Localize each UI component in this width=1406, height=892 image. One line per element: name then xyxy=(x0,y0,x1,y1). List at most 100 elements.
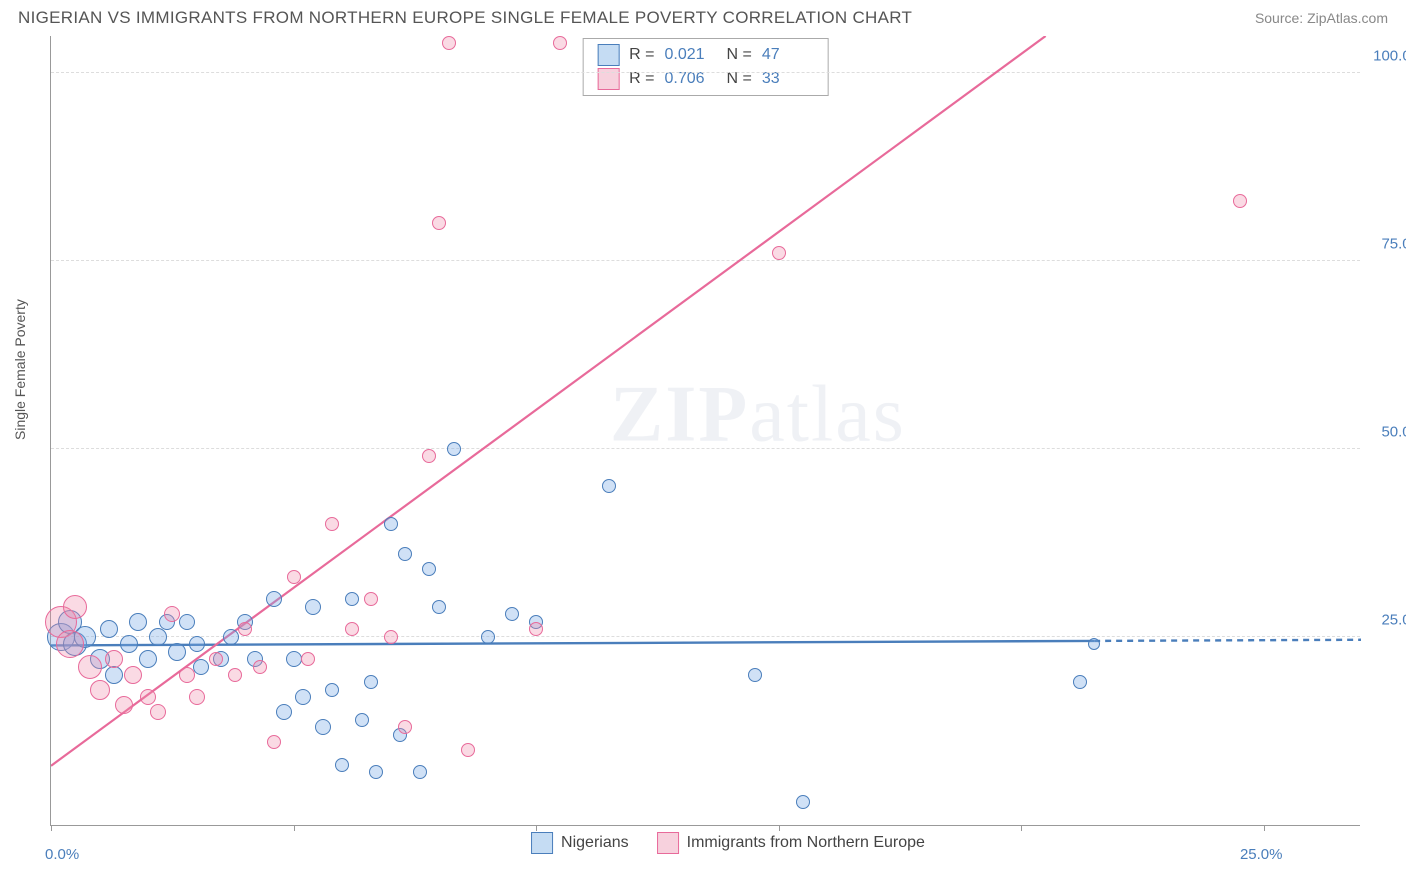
swatch-immigrants xyxy=(657,832,679,854)
data-point-immigrants xyxy=(140,689,156,705)
data-point-immigrants xyxy=(238,622,252,636)
data-point-immigrants xyxy=(432,216,446,230)
legend-label: Nigerians xyxy=(561,834,629,852)
legend-item-immigrants: Immigrants from Northern Europe xyxy=(657,832,925,854)
data-point-nigerians xyxy=(355,713,369,727)
data-point-nigerians xyxy=(384,517,398,531)
legend-stats-row: R = 0.706 N = 33 xyxy=(597,67,814,91)
data-point-nigerians xyxy=(413,765,427,779)
chart-header: NIGERIAN VS IMMIGRANTS FROM NORTHERN EUR… xyxy=(0,0,1406,32)
data-point-nigerians xyxy=(286,651,302,667)
data-point-nigerians xyxy=(369,765,383,779)
data-point-nigerians xyxy=(129,613,147,631)
y-axis-label: Single Female Poverty xyxy=(12,299,28,440)
data-point-nigerians xyxy=(100,620,118,638)
data-point-nigerians xyxy=(422,562,436,576)
data-point-immigrants xyxy=(164,606,180,622)
data-point-immigrants xyxy=(553,36,567,50)
data-point-immigrants xyxy=(345,622,359,636)
swatch-nigerians xyxy=(531,832,553,854)
data-point-nigerians xyxy=(305,599,321,615)
data-point-nigerians xyxy=(295,689,311,705)
x-tick-label: 0.0% xyxy=(45,846,79,863)
data-point-immigrants xyxy=(189,689,205,705)
data-point-nigerians xyxy=(345,592,359,606)
data-point-immigrants xyxy=(228,668,242,682)
y-tick-label: 100.0% xyxy=(1373,47,1406,64)
trend-lines xyxy=(51,36,1361,826)
data-point-nigerians xyxy=(398,547,412,561)
data-point-immigrants xyxy=(384,630,398,644)
data-point-immigrants xyxy=(325,517,339,531)
data-point-immigrants xyxy=(78,655,102,679)
data-point-nigerians xyxy=(179,614,195,630)
data-point-nigerians xyxy=(505,607,519,621)
chart-title: NIGERIAN VS IMMIGRANTS FROM NORTHERN EUR… xyxy=(18,8,912,28)
data-point-nigerians xyxy=(602,479,616,493)
data-point-immigrants xyxy=(115,696,133,714)
data-point-immigrants xyxy=(301,652,315,666)
data-point-nigerians xyxy=(364,675,378,689)
data-point-nigerians xyxy=(193,659,209,675)
data-point-immigrants xyxy=(253,660,267,674)
data-point-nigerians xyxy=(149,628,167,646)
data-point-immigrants xyxy=(398,720,412,734)
data-point-nigerians xyxy=(447,442,461,456)
x-tick-label: 25.0% xyxy=(1240,846,1283,863)
legend-label: Immigrants from Northern Europe xyxy=(687,834,925,852)
x-tick xyxy=(51,825,52,831)
x-tick xyxy=(1021,825,1022,831)
data-point-nigerians xyxy=(120,635,138,653)
data-point-nigerians xyxy=(325,683,339,697)
data-point-immigrants xyxy=(179,667,195,683)
x-tick xyxy=(294,825,295,831)
y-tick-label: 25.0% xyxy=(1381,611,1406,628)
data-point-immigrants xyxy=(442,36,456,50)
gridline xyxy=(51,260,1360,261)
gridline xyxy=(51,448,1360,449)
gridline xyxy=(51,636,1360,637)
data-point-immigrants xyxy=(56,630,84,658)
data-point-nigerians xyxy=(189,636,205,652)
swatch-nigerians xyxy=(597,44,619,66)
watermark: ZIPatlas xyxy=(610,369,906,460)
data-point-nigerians xyxy=(276,704,292,720)
x-tick xyxy=(1264,825,1265,831)
data-point-nigerians xyxy=(223,629,239,645)
data-point-nigerians xyxy=(796,795,810,809)
data-point-nigerians xyxy=(335,758,349,772)
data-point-immigrants xyxy=(105,650,123,668)
data-point-immigrants xyxy=(422,449,436,463)
data-point-immigrants xyxy=(209,652,223,666)
legend-stats: R = 0.021 N = 47 R = 0.706 N = 33 xyxy=(582,38,829,96)
data-point-nigerians xyxy=(432,600,446,614)
data-point-immigrants xyxy=(124,666,142,684)
data-point-immigrants xyxy=(529,622,543,636)
data-point-immigrants xyxy=(287,570,301,584)
data-point-immigrants xyxy=(90,680,110,700)
chart-source: Source: ZipAtlas.com xyxy=(1255,10,1388,26)
data-point-immigrants xyxy=(364,592,378,606)
data-point-immigrants xyxy=(772,246,786,260)
data-point-nigerians xyxy=(481,630,495,644)
data-point-immigrants xyxy=(1233,194,1247,208)
legend-stats-row: R = 0.021 N = 47 xyxy=(597,43,814,67)
legend-item-nigerians: Nigerians xyxy=(531,832,629,854)
data-point-immigrants xyxy=(63,595,87,619)
gridline xyxy=(51,72,1360,73)
y-tick-label: 50.0% xyxy=(1381,423,1406,440)
data-point-nigerians xyxy=(168,643,186,661)
x-tick xyxy=(536,825,537,831)
data-point-immigrants xyxy=(461,743,475,757)
data-point-nigerians xyxy=(266,591,282,607)
data-point-nigerians xyxy=(748,668,762,682)
chart-container: ZIPatlas R = 0.021 N = 47 R = 0.706 N = … xyxy=(50,36,1406,826)
legend-series: Nigerians Immigrants from Northern Europ… xyxy=(531,832,925,854)
plot-area: ZIPatlas R = 0.021 N = 47 R = 0.706 N = … xyxy=(50,36,1360,826)
data-point-nigerians xyxy=(315,719,331,735)
data-point-immigrants xyxy=(150,704,166,720)
data-point-immigrants xyxy=(267,735,281,749)
data-point-nigerians xyxy=(1073,675,1087,689)
data-point-nigerians xyxy=(139,650,157,668)
x-tick xyxy=(779,825,780,831)
